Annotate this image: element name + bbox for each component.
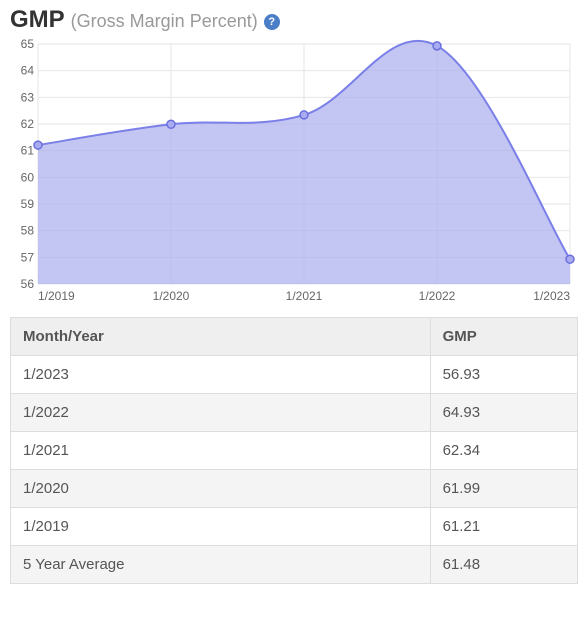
page-container: GMP (Gross Margin Percent) ? 56 57 58 59 60 6… [0,0,588,594]
cell-gmp: 61.48 [430,546,577,584]
table-row: 1/201961.21 [11,508,578,546]
cell-date: 1/2022 [11,394,431,432]
metric-fullname: (Gross Margin Percent) [71,11,258,32]
table-row: 1/202162.34 [11,432,578,470]
col-header-date: Month/Year [11,318,431,356]
cell-date: 1/2023 [11,356,431,394]
cell-gmp: 62.34 [430,432,577,470]
svg-text:59: 59 [21,197,35,211]
gmp-chart: 56 57 58 59 60 61 62 63 64 65 1/2019 1/2020 1/2021 1/… [10,38,578,311]
svg-text:62: 62 [21,117,35,131]
cell-date: 1/2021 [11,432,431,470]
svg-text:58: 58 [21,224,35,238]
cell-date: 5 Year Average [11,546,431,584]
svg-text:57: 57 [21,250,35,264]
svg-text:56: 56 [21,277,35,291]
help-icon[interactable]: ? [264,14,280,30]
cell-gmp: 64.93 [430,394,577,432]
svg-text:1/2022: 1/2022 [419,289,456,303]
cell-date: 1/2019 [11,508,431,546]
table-row: 1/202356.93 [11,356,578,394]
svg-text:63: 63 [21,90,35,104]
svg-text:61: 61 [21,144,35,158]
svg-text:60: 60 [21,170,35,184]
metric-abbrev: GMP [10,6,65,34]
svg-text:1/2021: 1/2021 [286,289,323,303]
svg-text:65: 65 [21,38,35,51]
table-row: 1/202061.99 [11,470,578,508]
cell-date: 1/2020 [11,470,431,508]
svg-text:1/2023: 1/2023 [533,289,570,303]
svg-text:64: 64 [21,64,35,78]
svg-text:1/2019: 1/2019 [38,289,75,303]
table-row: 1/202264.93 [11,394,578,432]
svg-text:1/2020: 1/2020 [153,289,190,303]
col-header-gmp: GMP [430,318,577,356]
gmp-table: Month/Year GMP 1/202356.931/202264.931/2… [10,317,578,584]
title-row: GMP (Gross Margin Percent) ? [10,6,578,34]
cell-gmp: 61.21 [430,508,577,546]
chart-svg: 56 57 58 59 60 61 62 63 64 65 1/2019 1/2020 1/2021 1/… [10,38,578,306]
table-header-row: Month/Year GMP [11,318,578,356]
cell-gmp: 56.93 [430,356,577,394]
cell-gmp: 61.99 [430,470,577,508]
table-row: 5 Year Average61.48 [11,546,578,584]
